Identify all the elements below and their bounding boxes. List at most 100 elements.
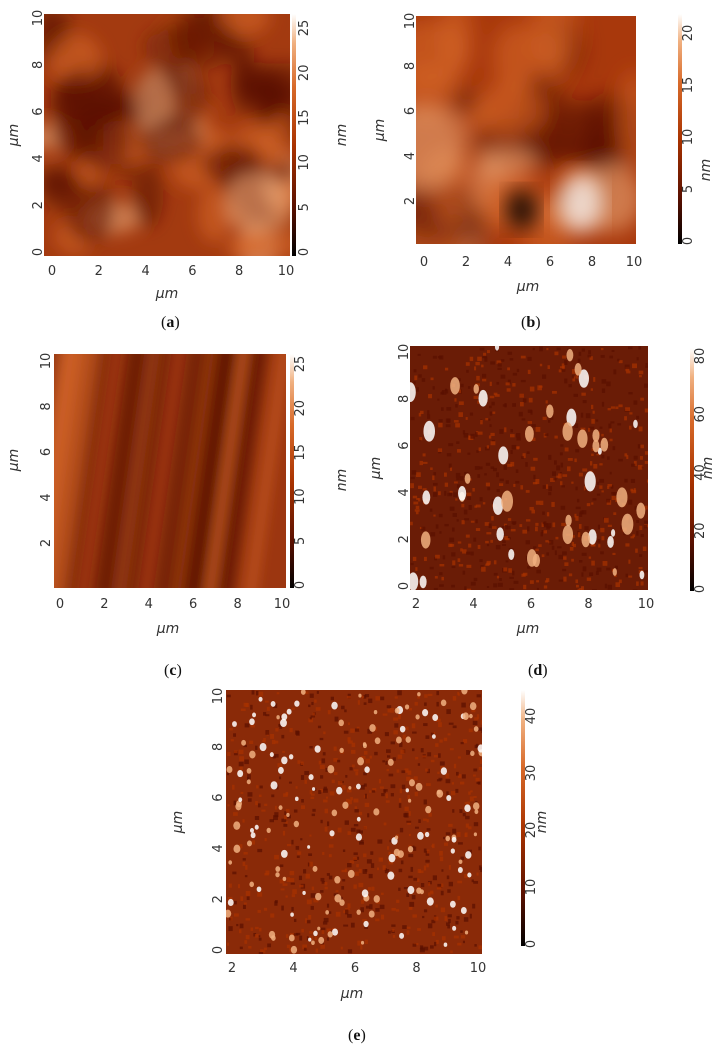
surface-grain xyxy=(305,873,310,879)
surface-grain xyxy=(423,365,428,370)
surface-grain xyxy=(436,691,440,696)
surface-grain xyxy=(485,540,489,544)
surface-grain xyxy=(461,520,465,525)
surface-grain xyxy=(289,870,295,876)
surface-particle xyxy=(387,758,394,766)
surface-grain xyxy=(324,808,329,814)
surface-particle xyxy=(237,769,244,778)
surface-feature xyxy=(197,186,232,243)
surface-grain xyxy=(455,788,459,793)
surface-grain xyxy=(620,525,623,530)
surface-grain xyxy=(423,556,427,562)
surface-grain xyxy=(488,523,492,529)
surface-grain xyxy=(282,830,286,836)
surface-grain xyxy=(462,940,465,944)
surface-particle xyxy=(258,696,263,702)
surface-grain xyxy=(450,950,453,954)
surface-grain xyxy=(446,875,450,880)
surface-grain xyxy=(430,759,435,763)
surface-grain xyxy=(278,776,282,780)
surface-grain xyxy=(283,815,288,820)
surface-grain xyxy=(439,531,442,534)
surface-grain xyxy=(492,411,496,414)
surface-grain xyxy=(601,536,605,541)
surface-grain xyxy=(347,949,353,954)
surface-particle xyxy=(410,572,419,590)
surface-grain xyxy=(401,770,406,774)
surface-grain xyxy=(432,386,435,390)
surface-grain xyxy=(607,524,612,528)
surface-grain xyxy=(309,834,312,837)
surface-grain xyxy=(471,709,476,713)
surface-grain xyxy=(452,725,457,729)
surface-grain xyxy=(542,511,545,515)
surface-grain xyxy=(548,454,552,460)
surface-grain xyxy=(478,846,481,851)
surface-grain xyxy=(441,869,444,872)
surface-grain xyxy=(578,472,583,477)
surface-grain xyxy=(435,718,441,722)
colorbar-tick-label: 20 xyxy=(297,65,312,82)
surface-grain xyxy=(456,831,461,837)
surface-particle xyxy=(314,745,321,753)
surface-grain xyxy=(344,820,349,825)
surface-grain xyxy=(384,732,389,737)
surface-grain xyxy=(515,480,520,484)
surface-grain xyxy=(233,733,237,737)
surface-particle xyxy=(388,853,396,863)
surface-grain xyxy=(469,796,474,802)
surface-grain xyxy=(476,450,479,453)
surface-grain xyxy=(499,478,504,482)
surface-grain xyxy=(610,406,615,409)
surface-grain xyxy=(522,529,528,534)
surface-particle xyxy=(259,742,267,752)
surface-particle xyxy=(387,871,395,880)
surface-grain xyxy=(472,774,476,777)
surface-grain xyxy=(274,854,279,860)
surface-grain xyxy=(298,875,303,881)
surface-grain xyxy=(500,374,506,379)
surface-grain xyxy=(571,535,575,538)
surface-particle xyxy=(397,850,404,858)
surface-grain xyxy=(232,784,235,790)
surface-feature xyxy=(131,164,164,228)
surface-grain xyxy=(412,556,417,561)
surface-grain xyxy=(418,485,422,490)
surface-grain xyxy=(353,769,359,772)
surface-grain xyxy=(509,358,514,361)
surface-grain xyxy=(562,568,567,572)
surface-grain xyxy=(423,799,427,805)
surface-grain xyxy=(438,513,443,518)
surface-grain xyxy=(243,902,247,905)
colorbar-tick-label: 25 xyxy=(297,20,312,37)
surface-grain xyxy=(464,801,468,805)
surface-grain xyxy=(308,853,313,856)
surface-grain xyxy=(445,779,451,784)
surface-grain xyxy=(415,505,420,510)
surface-grain xyxy=(426,849,430,854)
surface-grain xyxy=(452,560,456,566)
surface-grain xyxy=(466,492,472,497)
surface-grain xyxy=(601,433,604,437)
surface-grain xyxy=(245,702,249,708)
surface-grain xyxy=(375,907,380,912)
surface-grain xyxy=(353,798,359,803)
surface-grain xyxy=(420,946,424,951)
x-axis-label-c: µm xyxy=(156,621,180,637)
surface-grain xyxy=(334,716,339,722)
surface-grain xyxy=(468,543,472,548)
colorbar-tick-label: 15 xyxy=(293,444,308,461)
surface-grain xyxy=(432,875,437,881)
surface-grain xyxy=(238,844,243,849)
surface-grain xyxy=(613,512,617,516)
surface-grain xyxy=(505,525,508,530)
surface-grain xyxy=(423,818,427,821)
surface-grain xyxy=(581,572,584,577)
surface-grain xyxy=(510,450,513,455)
surface-grain xyxy=(418,819,421,823)
surface-grain xyxy=(505,480,509,484)
surface-grain xyxy=(520,379,526,383)
surface-grain xyxy=(288,781,292,784)
surface-particle xyxy=(451,836,457,843)
surface-grain xyxy=(266,706,270,711)
